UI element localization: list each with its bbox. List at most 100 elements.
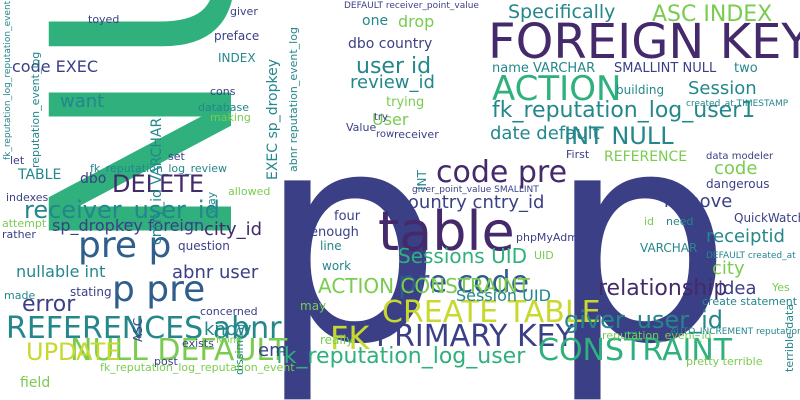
cloud-word: p pre bbox=[112, 269, 206, 310]
cloud-word: fk_reputation_log_user1 bbox=[492, 98, 756, 123]
cloud-word: Value bbox=[346, 121, 377, 134]
cloud-word: receiver_user_id bbox=[24, 196, 220, 224]
cloud-word: REFERENCES abnr bbox=[6, 311, 282, 346]
cloud-word: cntry_id VARCHAR bbox=[149, 117, 165, 245]
cloud-word: giver bbox=[230, 5, 258, 18]
cloud-word: Yes bbox=[772, 281, 790, 294]
cloud-word: receiptid bbox=[706, 226, 785, 247]
cloud-word: four bbox=[334, 209, 361, 224]
cloud-word: field bbox=[20, 375, 51, 391]
cloud-word: ACTION bbox=[492, 69, 622, 109]
cloud-word: User bbox=[372, 110, 409, 129]
cloud-word: fk_reputation_log_user bbox=[276, 344, 526, 369]
cloud-word: REFERENCE bbox=[604, 149, 688, 165]
cloud-word: name VARCHAR bbox=[492, 61, 596, 76]
cloud-word: fk_reputation_log_reputation_event bbox=[100, 361, 295, 374]
cloud-word: DELETE bbox=[112, 170, 205, 198]
cloud-word: city_id bbox=[204, 219, 263, 240]
cloud-word: error bbox=[22, 292, 76, 317]
cloud-word: one bbox=[362, 13, 389, 29]
cloud-word: way bbox=[205, 191, 218, 214]
cloud-word: data modeler bbox=[706, 151, 774, 162]
cloud-word: fk_reputation_log_review bbox=[90, 162, 228, 175]
cloud-word: ACTION CONSTRAINT bbox=[318, 274, 530, 298]
cloud-word: terrible data bbox=[783, 303, 796, 372]
cloud-word: FOREIGN KEY bbox=[488, 14, 800, 70]
cloud-word: Session bbox=[688, 78, 757, 99]
cloud-word: Specifically bbox=[508, 1, 616, 23]
cloud-word: try bbox=[374, 112, 388, 123]
cloud-word: know bbox=[204, 319, 252, 340]
cloud-word: drop bbox=[398, 12, 435, 31]
cloud-word: post bbox=[154, 355, 178, 368]
cloud-word: fk_reputation_log_reputation_event bbox=[3, 0, 13, 160]
cloud-word: cons bbox=[210, 85, 236, 98]
cloud-word: idea bbox=[718, 278, 757, 299]
cloud-word: INDEX bbox=[218, 51, 256, 65]
cloud-word: really bbox=[320, 333, 354, 347]
cloud-word: stating bbox=[70, 285, 112, 299]
cloud-word: need bbox=[666, 215, 694, 228]
cloud-word: pretty terrible bbox=[686, 355, 763, 368]
cloud-word: reputation_event_log bbox=[29, 51, 42, 168]
cloud-word: building bbox=[616, 83, 665, 97]
cloud-word: question bbox=[178, 239, 230, 253]
cloud-word: making bbox=[210, 111, 251, 124]
cloud-word: concerned bbox=[200, 305, 258, 318]
cloud-word: dbo country bbox=[348, 36, 433, 52]
cloud-word: PRIMARY KEY bbox=[376, 319, 574, 354]
cloud-word: remove bbox=[664, 191, 733, 212]
cloud-word: enough bbox=[310, 225, 359, 240]
cloud-word: SMALLINT NULL bbox=[614, 61, 717, 76]
cloud-word: dangerous bbox=[706, 177, 770, 191]
cloud-word: code pre bbox=[436, 155, 568, 190]
cloud-word: code bbox=[714, 158, 758, 179]
cloud-word: relationship bbox=[598, 276, 728, 301]
cloud-word: giver_point_value SMALLINT bbox=[412, 185, 539, 195]
cloud-word: UID bbox=[534, 249, 554, 262]
cloud-word: abnr reputation_event_log bbox=[287, 27, 300, 172]
cloud-word: attempt bbox=[2, 217, 47, 230]
cloud-word: DEFAULT created_at bbox=[706, 251, 796, 261]
cloud-word: reputation_event_id bbox=[602, 329, 712, 342]
cloud-word: database bbox=[198, 101, 249, 114]
cloud-word: Sessions UID bbox=[398, 244, 528, 268]
cloud-word: CONSTRAINT bbox=[538, 333, 733, 368]
cloud-word: exists bbox=[182, 337, 214, 350]
cloud-word: phpMyAdmin bbox=[516, 231, 588, 244]
cloud-word: QuickWatch bbox=[734, 211, 800, 225]
cloud-word: Session UID bbox=[456, 286, 551, 305]
cloud-word: city bbox=[712, 258, 745, 279]
cloud-word: VARCHAR bbox=[640, 241, 698, 255]
cloud-word: sp_dropkey foreign bbox=[52, 216, 205, 235]
cloud-word: want bbox=[60, 91, 105, 112]
cloud-word: ASC INDEX bbox=[652, 2, 773, 27]
cloud-word: set bbox=[168, 150, 185, 163]
cloud-word: UPDATE bbox=[26, 338, 121, 366]
cloud-word: indexes bbox=[6, 191, 49, 204]
cloud-word: line bbox=[320, 239, 342, 253]
cloud-word: create statement bbox=[702, 295, 798, 308]
cloud-word: toyed bbox=[88, 13, 120, 26]
cloud-word: may bbox=[300, 299, 327, 313]
cloud-word: ASC bbox=[131, 317, 145, 342]
cloud-word: rather bbox=[2, 228, 36, 241]
cloud-word: None bbox=[216, 335, 243, 346]
cloud-word: dbo bbox=[80, 171, 107, 187]
cloud-word: user id bbox=[356, 54, 432, 79]
cloud-word: trying bbox=[386, 95, 425, 110]
cloud-word: em bbox=[258, 340, 287, 361]
cloud-word: review_id bbox=[350, 72, 435, 93]
cloud-word: EXEC sp_dropkey bbox=[265, 59, 281, 180]
cloud-word: NULL DEFAULT bbox=[70, 333, 288, 368]
cloud-word: id bbox=[644, 215, 655, 228]
cloud-word: work bbox=[322, 259, 352, 273]
cloud-word: preface bbox=[214, 29, 260, 43]
cloud-word: code EXEC bbox=[12, 57, 99, 76]
cloud-word: allowed bbox=[228, 185, 271, 198]
cloud-word: receiver bbox=[394, 128, 439, 141]
cloud-word: table bbox=[378, 200, 515, 263]
cloud-word: TABLE bbox=[18, 167, 62, 183]
cloud-word: pre p bbox=[78, 225, 172, 266]
